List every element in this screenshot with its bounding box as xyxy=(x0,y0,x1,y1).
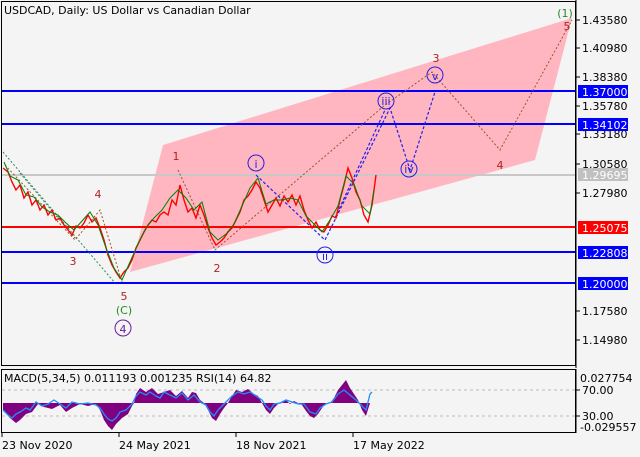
price-tick: 1.14980 xyxy=(582,334,628,347)
price-tick: 1.38380 xyxy=(582,71,628,84)
svg-text:iv: iv xyxy=(404,163,414,176)
level-badge-120000[interactable]: 1.20000 xyxy=(578,277,628,291)
chart-title: USDCAD, Daily: US Dollar vs Canadian Dol… xyxy=(4,4,251,17)
macd-histogram xyxy=(3,380,370,430)
rsi-line xyxy=(2,389,373,422)
wave-label-5-bottom: 5 xyxy=(121,290,128,303)
wave-label-circled-v: v xyxy=(426,66,444,84)
indicator-pane[interactable]: MACD(5,34,5) 0.011193 0.001235 RSI(14) 6… xyxy=(1,369,637,434)
svg-text:1.20000: 1.20000 xyxy=(582,278,628,291)
price-tick: 1.17580 xyxy=(582,305,628,318)
wave-label-circled-ii: ii xyxy=(316,246,334,264)
indicator-tick: 70.00 xyxy=(582,384,614,397)
wave-label-4-right: 4 xyxy=(497,159,504,172)
svg-text:i: i xyxy=(254,158,257,171)
wave-label-circled-4: 4 xyxy=(114,319,132,337)
level-badge-125075[interactable]: 1.25075 xyxy=(578,221,628,235)
time-tick: 24 May 2021 xyxy=(119,439,191,452)
indicator-tick: 0.027754 xyxy=(580,372,633,385)
level-badge-129695[interactable]: 1.29695 xyxy=(578,168,628,182)
main-price-pane[interactable]: 1 2 3 4 5 3 4 5 (C) (1) 4 i ii iii i xyxy=(1,1,576,366)
indicator-label: MACD(5,34,5) 0.011193 0.001235 RSI(14) 6… xyxy=(4,372,271,385)
svg-text:1.22808: 1.22808 xyxy=(582,247,628,260)
wave-label-3-left: 3 xyxy=(70,255,77,268)
wave-label-1: 1 xyxy=(173,150,180,163)
wave-label-2: 2 xyxy=(214,262,221,275)
wave-label-circled-iii: iii xyxy=(377,92,395,110)
svg-text:1.25075: 1.25075 xyxy=(582,222,628,235)
svg-text:4: 4 xyxy=(120,323,127,336)
wave-label-3-top: 3 xyxy=(433,52,440,65)
time-tick: 23 Nov 2020 xyxy=(2,439,72,452)
price-tick: 1.35780 xyxy=(582,100,628,113)
svg-text:1.37000: 1.37000 xyxy=(582,86,628,99)
level-badge-137000[interactable]: 1.37000 xyxy=(578,85,628,99)
wave-label-5-top: 5 xyxy=(564,20,571,33)
svg-text:1.29695: 1.29695 xyxy=(582,169,628,182)
price-axis[interactable]: 1.43580 1.40980 1.38380 1.35780 1.33180 … xyxy=(575,0,628,368)
price-tick: 1.30580 xyxy=(582,158,628,171)
indicator-tick: -0.029557 xyxy=(580,421,636,434)
price-tick: 1.43580 xyxy=(582,14,628,27)
price-tick: 1.40980 xyxy=(582,42,628,55)
wave-label-C: (C) xyxy=(116,304,132,317)
price-candles xyxy=(2,161,377,282)
time-tick: 17 May 2022 xyxy=(353,439,425,452)
svg-text:v: v xyxy=(432,70,439,83)
wave-label-circled-i: i xyxy=(247,154,265,172)
time-tick: 18 Nov 2021 xyxy=(236,439,306,452)
svg-text:1.34102: 1.34102 xyxy=(582,119,628,132)
price-tick: 1.33180 xyxy=(582,128,628,141)
level-badge-134102[interactable]: 1.34102 xyxy=(578,118,628,132)
indicator-tick: 30.00 xyxy=(582,410,614,423)
svg-text:iii: iii xyxy=(381,95,390,108)
price-tick: 1.27980 xyxy=(582,187,628,200)
level-badge-122808[interactable]: 1.22808 xyxy=(578,246,628,260)
wave-label-1-paren: (1) xyxy=(557,7,573,20)
time-axis[interactable]: 23 Nov 2020 24 May 2021 18 Nov 2021 17 M… xyxy=(1,433,425,452)
wave-line-green xyxy=(2,151,116,284)
wave-line-red-impulse xyxy=(177,19,573,251)
wave-label-4-left: 4 xyxy=(95,188,102,201)
svg-text:ii: ii xyxy=(322,250,328,263)
wave-label-circled-iv: iv xyxy=(400,160,418,178)
